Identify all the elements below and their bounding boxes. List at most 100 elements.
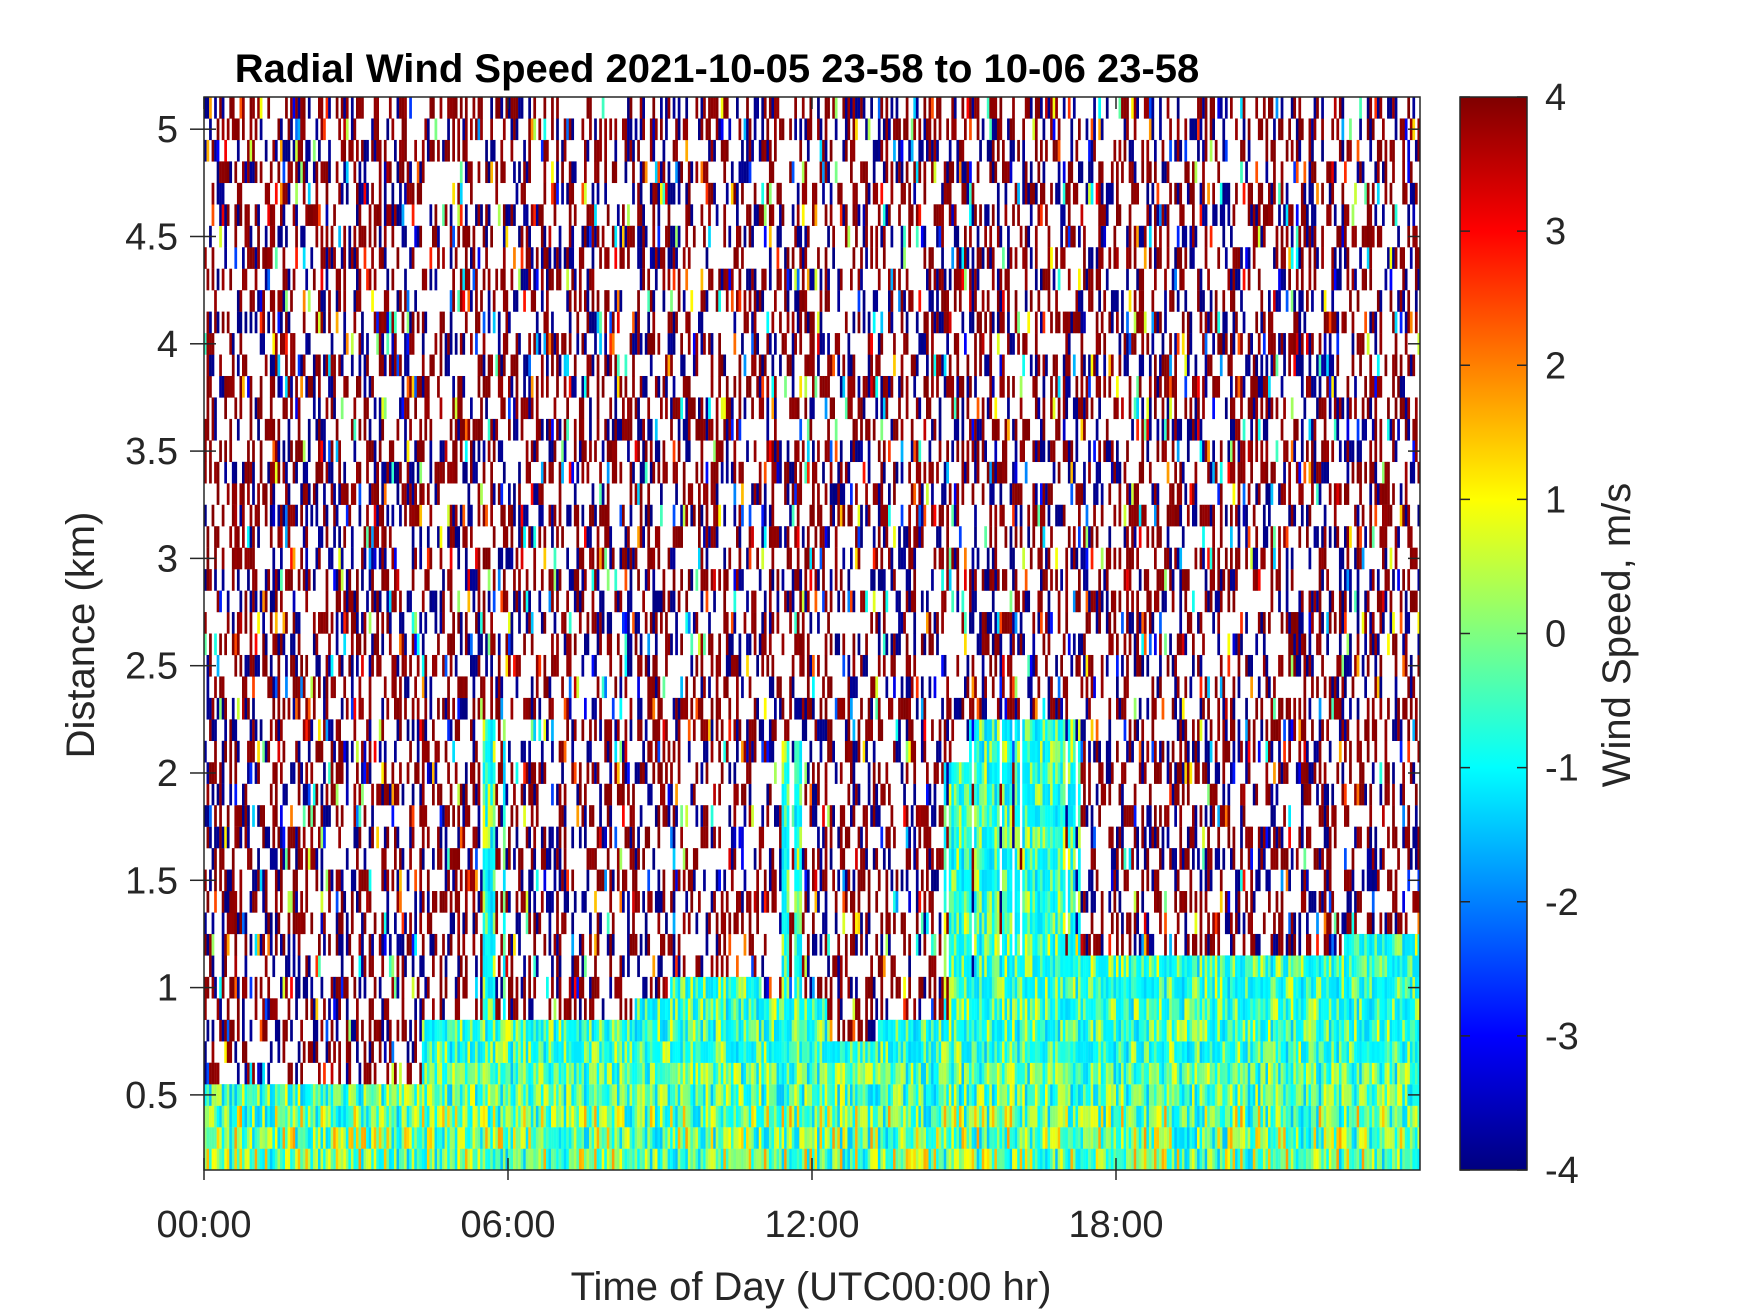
heatmap-cell bbox=[239, 912, 243, 935]
heatmap-cell bbox=[510, 955, 514, 978]
heatmap-cell bbox=[290, 654, 293, 677]
heatmap-cell bbox=[305, 1084, 309, 1106]
heatmap-cell bbox=[419, 1105, 423, 1128]
heatmap-cell bbox=[571, 1019, 575, 1042]
heatmap-cell bbox=[447, 354, 450, 377]
heatmap-cell bbox=[399, 1084, 402, 1106]
heatmap-cell bbox=[692, 1062, 696, 1085]
heatmap-cell bbox=[523, 268, 526, 291]
heatmap-cell bbox=[543, 182, 547, 205]
heatmap-cell bbox=[609, 633, 613, 656]
heatmap-cell bbox=[411, 569, 415, 591]
heatmap-cell bbox=[378, 590, 382, 613]
heatmap-cell bbox=[381, 612, 385, 634]
heatmap-cell bbox=[368, 418, 372, 441]
heatmap-cell bbox=[487, 569, 491, 591]
heatmap-cell bbox=[330, 740, 334, 763]
heatmap-cell bbox=[356, 268, 359, 291]
heatmap-cell bbox=[457, 375, 461, 398]
heatmap-cell bbox=[383, 247, 387, 269]
heatmap-cell bbox=[292, 354, 296, 377]
heatmap-cell bbox=[660, 891, 663, 913]
heatmap-cell bbox=[350, 333, 354, 355]
heatmap-cell bbox=[335, 1105, 339, 1128]
heatmap-cell bbox=[660, 933, 663, 956]
heatmap-cell bbox=[670, 333, 673, 355]
heatmap-cell bbox=[305, 504, 309, 527]
heatmap-cell bbox=[373, 1127, 377, 1149]
heatmap-cell bbox=[490, 1019, 493, 1042]
heatmap-cell bbox=[376, 654, 379, 677]
heatmap-cell bbox=[305, 139, 309, 162]
heatmap-cell bbox=[252, 697, 255, 720]
heatmap-cell bbox=[520, 848, 524, 870]
heatmap-cell bbox=[616, 290, 620, 312]
heatmap-cell bbox=[244, 1041, 248, 1063]
heatmap-cell bbox=[654, 1127, 658, 1149]
heatmap-cell bbox=[594, 161, 597, 184]
heatmap-cell bbox=[356, 1019, 359, 1042]
heatmap-cell bbox=[274, 998, 278, 1020]
heatmap-cell bbox=[401, 118, 405, 141]
heatmap-cell bbox=[561, 161, 564, 184]
heatmap-cell bbox=[599, 826, 602, 849]
heatmap-cell bbox=[692, 1148, 696, 1171]
heatmap-cell bbox=[558, 504, 562, 527]
heatmap-cell bbox=[373, 740, 377, 763]
heatmap-cell bbox=[687, 440, 691, 463]
heatmap-cell bbox=[363, 397, 367, 420]
heatmap-cell bbox=[624, 1062, 628, 1085]
heatmap-cell bbox=[690, 1062, 694, 1085]
heatmap-cell bbox=[335, 440, 339, 463]
heatmap-cell bbox=[449, 225, 453, 248]
heatmap-cell bbox=[449, 290, 453, 312]
heatmap-cell bbox=[320, 418, 324, 441]
heatmap-cell bbox=[685, 848, 689, 870]
heatmap-cell bbox=[221, 504, 225, 527]
heatmap-cell bbox=[533, 891, 537, 913]
heatmap-cell bbox=[546, 139, 549, 162]
heatmap-cell bbox=[576, 590, 580, 613]
heatmap-cell bbox=[287, 161, 291, 184]
heatmap-cell bbox=[644, 504, 648, 527]
heatmap-cell bbox=[373, 526, 377, 548]
heatmap-cell bbox=[637, 697, 640, 720]
heatmap-cell bbox=[310, 504, 314, 527]
heatmap-cell bbox=[505, 1148, 509, 1171]
heatmap-cell bbox=[487, 762, 491, 784]
heatmap-cell bbox=[333, 976, 336, 999]
heatmap-cell bbox=[543, 461, 547, 484]
heatmap-cell bbox=[442, 1105, 445, 1128]
heatmap-cell bbox=[323, 998, 326, 1020]
heatmap-cell bbox=[209, 719, 212, 741]
heatmap-cell bbox=[677, 225, 681, 248]
heatmap-cell bbox=[259, 976, 263, 999]
heatmap-cell bbox=[318, 1127, 321, 1149]
heatmap-cell bbox=[386, 1127, 390, 1149]
heatmap-cell bbox=[462, 333, 466, 355]
heatmap-cell bbox=[606, 247, 610, 269]
heatmap-cell bbox=[378, 1127, 382, 1149]
heatmap-cell bbox=[505, 333, 509, 355]
heatmap-cell bbox=[672, 1148, 676, 1171]
heatmap-cell bbox=[454, 418, 458, 441]
heatmap-cell bbox=[323, 1127, 326, 1149]
heatmap-cell bbox=[561, 1062, 564, 1085]
heatmap-cell bbox=[556, 891, 559, 913]
heatmap-cell bbox=[297, 118, 301, 141]
heatmap-cell bbox=[343, 976, 347, 999]
heatmap-cell bbox=[452, 912, 455, 935]
heatmap-cell bbox=[571, 762, 575, 784]
heatmap-cell bbox=[323, 1148, 326, 1171]
heatmap-cell bbox=[508, 633, 511, 656]
heatmap-cell bbox=[490, 654, 493, 677]
heatmap-cell bbox=[442, 440, 445, 463]
heatmap-cell bbox=[523, 740, 526, 763]
heatmap-cell bbox=[540, 418, 544, 441]
heatmap-cell bbox=[452, 118, 455, 141]
heatmap-cell bbox=[310, 1041, 314, 1063]
heatmap-cell bbox=[209, 1062, 212, 1085]
heatmap-cell bbox=[252, 569, 255, 591]
heatmap-cell bbox=[523, 891, 526, 913]
heatmap-cell bbox=[492, 933, 496, 956]
